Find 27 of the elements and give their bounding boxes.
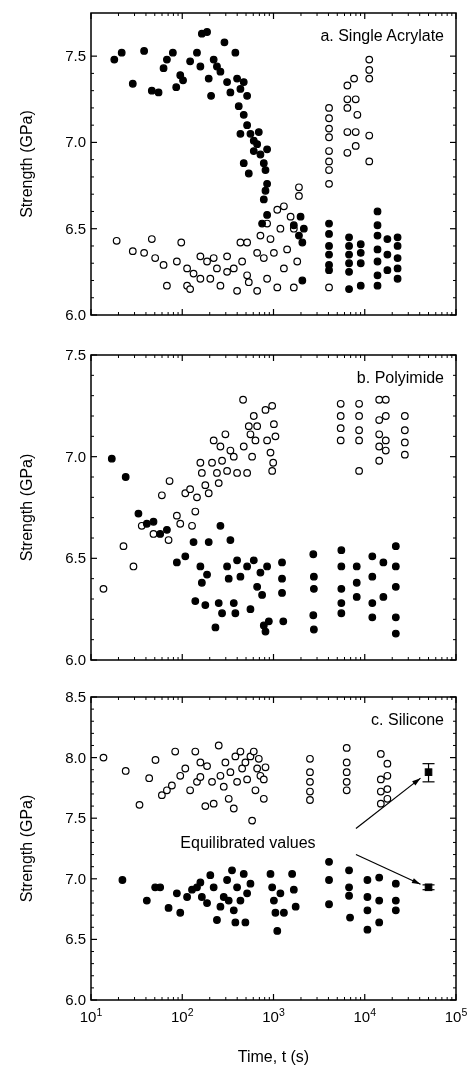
y-tick-label: 8.5 [65,688,86,705]
y-tick-label: 7.5 [65,809,86,827]
y-tick-label: 7.0 [65,869,86,887]
y-tick-label: 6.0 [65,651,86,668]
y-axis-title: Strength (GPa) [18,110,35,218]
x-tick-label: 10$^{3}$ [262,1006,285,1025]
x-tick-label: 10$^{2}$ [170,1006,194,1025]
y-tick-label: 7.5 [65,346,86,363]
y-tick-label: 7.0 [65,447,86,465]
x-tick-label: 10$^{4}$ [353,1006,377,1025]
y-tick-label: 7.0 [65,133,86,151]
y-tick-label: 6.0 [65,306,86,323]
x-tick-label: 10$^{1}$ [79,1006,103,1025]
x-tick-label: 10$^{5}$ [444,1006,468,1025]
y-axis-title: Strength (GPa) [18,794,35,903]
y-tick-label: 8.0 [65,748,86,766]
text: b. Polyimide [356,369,445,386]
text: a. Single Acrylate [320,27,445,44]
y-tick-label: 6.5 [65,930,86,948]
text: c. Silicone [371,711,445,728]
y-axis-title: Strength (GPa) [18,453,35,562]
y-tick-label: 6.5 [65,549,86,567]
y-tick-label: 7.5 [65,47,86,65]
y-tick-label: 6.5 [65,219,86,237]
y-tick-label: 6.0 [65,991,86,1008]
x-axis-title: Time, t (s) [237,1048,310,1065]
text: Equilibrated values [180,834,316,852]
